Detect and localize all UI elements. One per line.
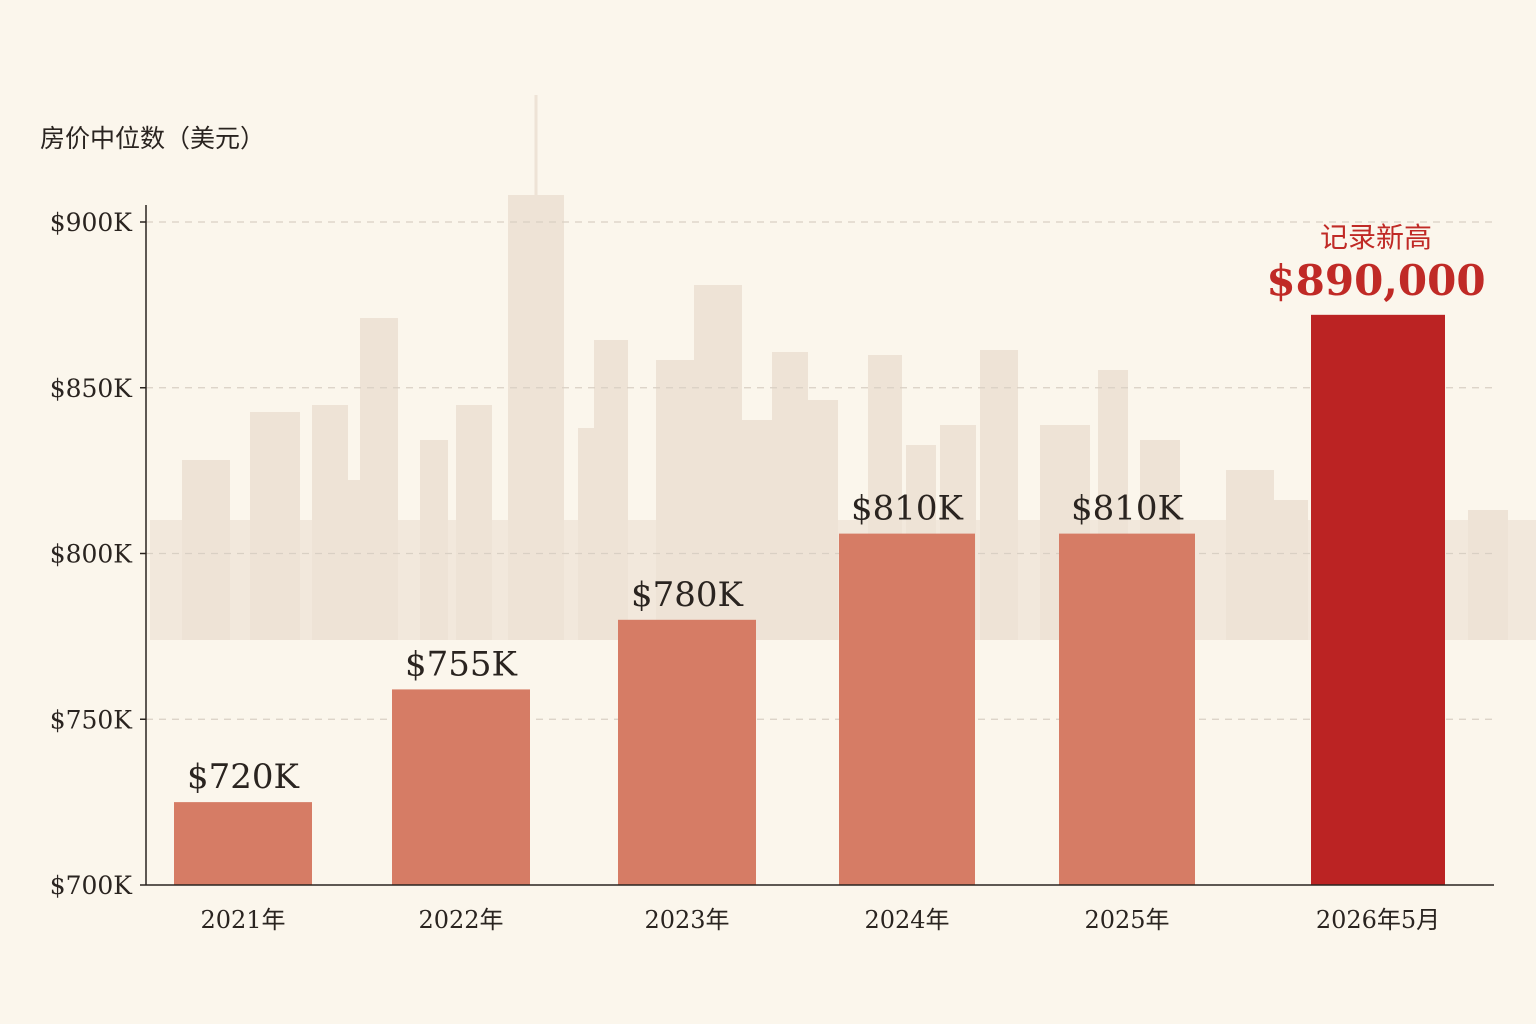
bar: [174, 802, 312, 885]
labels-group: $700K $750K $800K $850K $900K 2021年 $720K 2022年…: [50, 208, 1486, 934]
y-tick-label: $700K: [50, 871, 134, 900]
gridlines: [146, 221, 1494, 720]
data-label: $755K: [405, 644, 518, 684]
x-tick-label: 2022年: [418, 906, 503, 934]
x-tick-label: 2026年5月: [1316, 906, 1440, 934]
x-tick-label: 2025年: [1084, 906, 1169, 934]
bars-group: [174, 314, 1445, 885]
y-tick-label: $750K: [50, 705, 134, 734]
data-label: $810K: [1071, 489, 1184, 529]
y-tick-label: $850K: [50, 374, 134, 403]
data-label: $720K: [187, 757, 300, 797]
bar: [1059, 533, 1195, 885]
data-label: $780K: [631, 575, 744, 615]
data-label-highlight: $890,000: [1266, 256, 1485, 305]
y-tick-label: $800K: [50, 540, 134, 569]
x-tick-label: 2024年: [864, 906, 949, 934]
bar: [618, 619, 756, 885]
x-tick-label: 2023年: [644, 906, 729, 934]
y-axis-title: 房价中位数（美元）: [40, 124, 265, 153]
axes-group: [140, 205, 1494, 886]
data-label: $810K: [851, 489, 964, 529]
bar-highlight: [1311, 314, 1445, 885]
y-tick-label: $900K: [50, 208, 134, 237]
bar: [392, 689, 530, 885]
bar: [839, 533, 975, 885]
x-tick-label: 2021年: [200, 906, 285, 934]
record-high-annotation: 记录新高: [1320, 221, 1432, 254]
